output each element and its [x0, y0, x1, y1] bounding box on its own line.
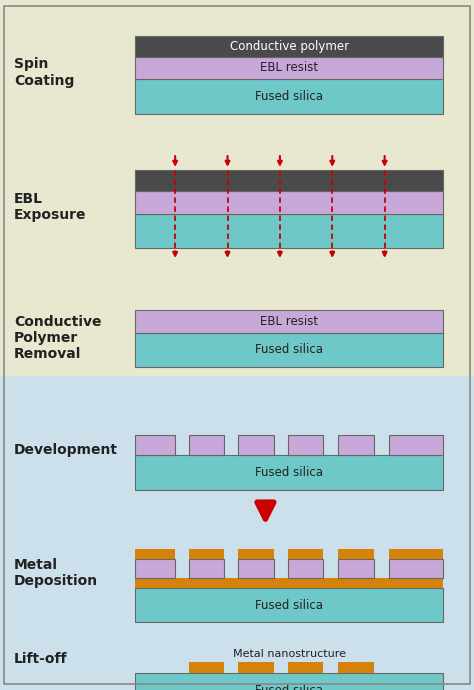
Bar — [389, 559, 443, 578]
Bar — [189, 662, 224, 673]
Bar — [338, 435, 374, 455]
Bar — [389, 549, 443, 559]
Bar — [135, 333, 443, 367]
Text: EBL resist: EBL resist — [260, 61, 318, 75]
Bar — [338, 662, 374, 673]
Bar — [135, 57, 443, 79]
Bar — [288, 435, 323, 455]
Bar — [288, 559, 323, 578]
Bar — [238, 662, 274, 673]
Bar — [189, 549, 224, 559]
Bar — [135, 191, 443, 214]
Bar — [135, 214, 443, 248]
Bar — [135, 578, 443, 588]
Bar — [189, 435, 224, 455]
Bar — [135, 36, 443, 57]
Bar — [135, 559, 175, 578]
Text: Development: Development — [14, 443, 118, 457]
Text: Fused silica: Fused silica — [255, 684, 323, 690]
Bar — [288, 662, 323, 673]
Text: Metal nanostructure: Metal nanostructure — [233, 649, 346, 659]
Bar — [288, 549, 323, 559]
Bar — [135, 170, 443, 191]
Text: Lift-off: Lift-off — [14, 652, 68, 666]
Text: Fused silica: Fused silica — [255, 90, 323, 103]
Text: EBL
Exposure: EBL Exposure — [14, 192, 87, 222]
Text: Fused silica: Fused silica — [255, 344, 323, 356]
Bar — [238, 435, 274, 455]
Text: Conductive polymer: Conductive polymer — [229, 40, 349, 52]
Bar — [135, 549, 175, 559]
Text: Fused silica: Fused silica — [255, 466, 323, 479]
Bar — [238, 559, 274, 578]
Bar — [135, 435, 175, 455]
Text: EBL resist: EBL resist — [260, 315, 318, 328]
Bar — [135, 79, 443, 114]
Text: Conductive
Polymer
Removal: Conductive Polymer Removal — [14, 315, 102, 362]
Bar — [338, 559, 374, 578]
Bar — [189, 559, 224, 578]
Bar — [0, 0, 474, 376]
Bar — [135, 673, 443, 690]
Text: Spin
Coating: Spin Coating — [14, 57, 74, 88]
Bar — [135, 588, 443, 622]
Bar — [389, 435, 443, 455]
Bar — [0, 376, 474, 690]
Text: Metal
Deposition: Metal Deposition — [14, 558, 98, 588]
Bar — [135, 310, 443, 333]
Bar — [238, 549, 274, 559]
Bar — [135, 455, 443, 490]
Text: Fused silica: Fused silica — [255, 599, 323, 611]
Bar — [338, 549, 374, 559]
